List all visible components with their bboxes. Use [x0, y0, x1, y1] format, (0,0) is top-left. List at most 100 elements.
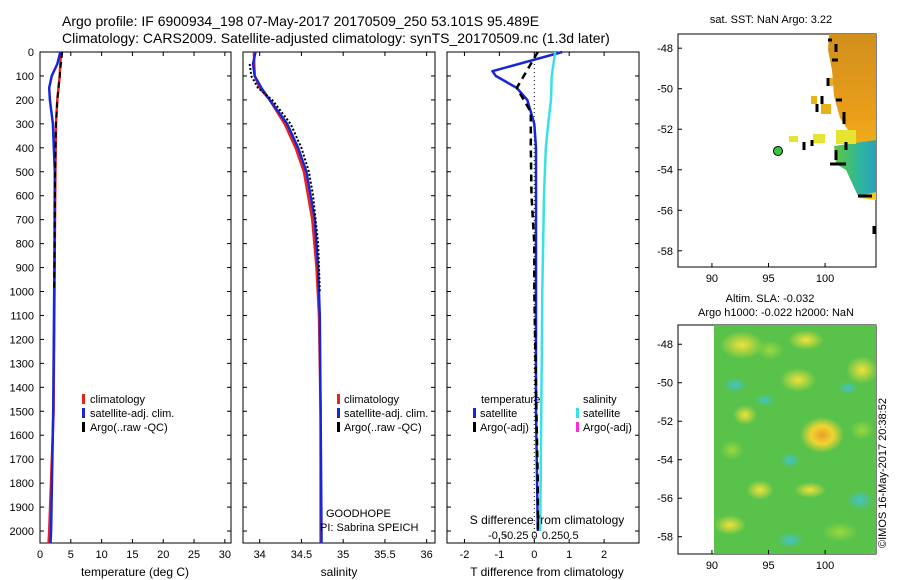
sst-orange-patch [827, 78, 833, 86]
project-label: GOODHOPE [326, 508, 391, 520]
legend-label-satellite: satellite-adj. clim. [90, 408, 174, 420]
map-lon-label: 100 [816, 560, 834, 572]
x-tick-label: 36 [421, 549, 433, 561]
map-lat-label: -50 [657, 84, 673, 96]
legend-label-argo: Argo(..raw -QC) [344, 422, 422, 434]
legend-swatch-climatology [337, 394, 340, 404]
legend-swatch-satellite [337, 408, 340, 418]
depth-tick-label: 1300 [10, 358, 34, 370]
temperature-legend: climatology satellite-adj. clim. Argo(..… [82, 394, 174, 434]
depth-tick-label: 600 [16, 191, 34, 203]
sst-yellow-patch [789, 136, 798, 142]
x-tick-label: 35.5 [374, 549, 395, 561]
s-diff-tick-label: 0 [531, 530, 537, 542]
title-line-2: Climatology: CARS2009. Satellite-adjuste… [62, 30, 610, 46]
map-lat-label: -52 [657, 124, 673, 136]
legend-label-satellite: satellite-adj. clim. [344, 408, 428, 420]
depth-tick-label: 400 [16, 143, 34, 155]
t-difference-axis-label: T difference from climatology [470, 565, 624, 579]
title-line-1: Argo profile: IF 6900934_198 07-May-2017… [62, 13, 540, 29]
map-lat-label: -58 [657, 532, 673, 544]
x-tick-label: -2 [460, 549, 470, 561]
depth-tick-label: 800 [16, 239, 34, 251]
series-satellite-adj-clim- [251, 51, 323, 543]
depth-tick-label: 100 [16, 71, 34, 83]
legend-label-argo: Argo(..raw -QC) [90, 422, 168, 434]
x-tick-label: 30 [219, 549, 231, 561]
x-tick-label: 10 [95, 549, 107, 561]
sla-map [677, 324, 877, 555]
legend-swatch-t-satellite [473, 408, 476, 418]
s-diff-tick-label: -0.5 [488, 530, 507, 542]
depth-tick-label: 700 [16, 215, 34, 227]
legend-label-s-satellite: satellite [583, 408, 620, 420]
legend-head-salinity: salinity [583, 394, 617, 406]
pi-label: PI: Sabrina SPEICH [320, 522, 418, 534]
depth-tick-label: 1900 [10, 502, 34, 514]
depth-tick-label: 1400 [10, 382, 34, 394]
series-argo-raw-qc- [53, 51, 64, 292]
map-lon-label: 95 [762, 273, 774, 285]
s-difference-axis-label: S difference from climatology [470, 513, 625, 527]
legend-head-temperature: temperature [481, 394, 540, 406]
series-s-satellite [538, 51, 557, 532]
argo-float-marker [773, 146, 783, 156]
map-lon-label: 90 [706, 560, 718, 572]
x-tick-label: 5 [68, 549, 74, 561]
sst-coast-edges [802, 38, 876, 234]
salinity-panel [242, 51, 436, 544]
profile-curves [47, 50, 563, 544]
legend-swatch-s-argo [576, 422, 579, 432]
x-axes: 0 5 10 15 20 25 30 34 34.5 35 35.5 36 -2 -1 0 1 2 -0.5-0.… [37, 52, 607, 561]
depth-tick-label: 1200 [10, 334, 34, 346]
depth-tick-label: 1100 [10, 310, 34, 322]
legend-label-t-satellite: satellite [480, 408, 517, 420]
depth-tick-label: 1500 [10, 406, 34, 418]
sla-field [714, 325, 876, 554]
x-tick-label: -1 [494, 549, 504, 561]
depth-tick-label: 500 [16, 167, 34, 179]
temperature-axis-label: temperature (deg C) [81, 565, 189, 579]
x-tick-label: 2 [601, 549, 607, 561]
sst-map [677, 33, 877, 268]
legend-swatch-t-argo [473, 422, 476, 432]
map-lat-label: -48 [657, 43, 673, 55]
legend-swatch-climatology [82, 394, 85, 404]
sst-yellow-patch [836, 130, 856, 144]
legend-swatch-argo [82, 422, 85, 432]
map-lon-label: 95 [762, 560, 774, 572]
depth-tick-label: 900 [16, 263, 34, 275]
x-tick-label: 25 [188, 549, 200, 561]
depth-tick-label: 1700 [10, 454, 34, 466]
series-satellite-adj-clim- [47, 51, 62, 544]
temperature-panel [39, 51, 232, 544]
s-diff-tick-label: -0.25 [503, 530, 528, 542]
legend-label-climatology: climatology [344, 394, 400, 406]
sst-cold-region [834, 140, 876, 196]
map-lon-label: 90 [706, 273, 718, 285]
map-lat-label: -50 [657, 378, 673, 390]
x-tick-label: 0 [531, 549, 537, 561]
x-tick-label: 34.5 [291, 549, 312, 561]
series-t-satellite [491, 50, 563, 532]
depth-tick-label: 1600 [10, 430, 34, 442]
legend-label-s-argo: Argo(-adj) [583, 422, 632, 434]
map-lat-label: -54 [657, 165, 673, 177]
salinity-legend: climatology satellite-adj. clim. Argo(..… [337, 394, 428, 434]
difference-legend: temperature salinity satellite Argo(-adj… [473, 394, 632, 434]
sst-orange-patch [821, 104, 831, 114]
map-lat-label: -52 [657, 416, 673, 428]
depth-tick-label: 1000 [10, 287, 34, 299]
map-lat-label: -58 [657, 246, 673, 258]
map-axes: -48 -50 -52 -54 -56 -58 90 95 100 -48 -50 -52 -54 -56… [657, 43, 834, 572]
x-tick-label: 0 [37, 549, 43, 561]
depth-tick-label: 0 [28, 47, 34, 59]
depth-tick-label: 2000 [10, 526, 34, 538]
s-diff-tick-label: 0.25 [542, 530, 563, 542]
s-diff-tick-label: 0.5 [563, 530, 578, 542]
map-lat-label: -54 [657, 455, 673, 467]
salinity-axis-label: salinity [321, 565, 358, 579]
depth-tick-label: 300 [16, 119, 34, 131]
sst-orange-patch [811, 96, 817, 104]
